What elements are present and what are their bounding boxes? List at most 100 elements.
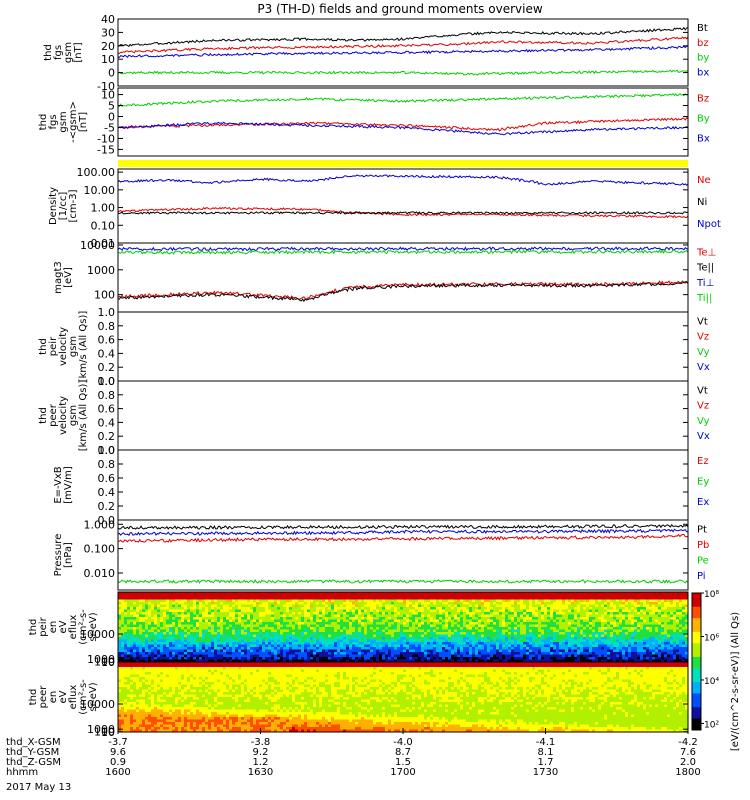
legend-entry: Vx bbox=[697, 362, 710, 373]
panel-frame bbox=[117, 519, 689, 591]
y-axis-label: thd bbox=[43, 44, 54, 61]
legend-entry: Npot bbox=[697, 219, 721, 230]
y-axis-label: [nPa] bbox=[63, 542, 74, 568]
y-tick-label: 1.000 bbox=[84, 518, 116, 531]
series-line-by bbox=[118, 92, 688, 107]
panel-temperature: 10000 1000 100 magt3 [eV] Te⊥ Te|| Ti⊥ Ti|| bbox=[53, 239, 716, 313]
x-axis-row-label: thd_X-GSM bbox=[6, 737, 61, 748]
legend-entry: Vt bbox=[697, 316, 708, 327]
colorbar: 10⁸ 10⁶ 10⁴ 10² [eV/(cm^2-s-sr-eV)] (All Qs) bbox=[691, 590, 741, 751]
series-line-ne bbox=[118, 206, 688, 219]
y-axis-label: magt3 bbox=[53, 261, 64, 294]
legend-entry: Ti⊥ bbox=[696, 278, 714, 289]
y-tick-label: 10 bbox=[101, 53, 115, 66]
y-tick-label: 40 bbox=[101, 13, 115, 26]
legend-entry: Vy bbox=[697, 347, 710, 358]
legend-entry: Ni bbox=[697, 197, 707, 208]
series-line-ni bbox=[118, 210, 688, 215]
date-label: 2017 May 13 bbox=[6, 782, 71, 793]
y-tick-label: 0.4 bbox=[98, 416, 116, 429]
y-axis-label: [km/s (All Qs)] bbox=[78, 311, 89, 383]
y-tick-label: 0.2 bbox=[98, 430, 116, 443]
y-tick-label: 1000 bbox=[87, 723, 115, 736]
y-axis-label: eflux bbox=[68, 615, 79, 640]
y-tick-label: 0.6 bbox=[98, 334, 116, 347]
y-axis-label: fgs bbox=[53, 45, 64, 60]
y-tick-label: 0.100 bbox=[84, 543, 116, 556]
x-tick-label: 1700 bbox=[390, 767, 415, 778]
panel-frame bbox=[117, 168, 689, 244]
x-axis-row-label: thd_Z-GSM bbox=[6, 757, 61, 768]
x-tick-label: 8.7 bbox=[395, 747, 411, 758]
x-tick-label: 0.9 bbox=[110, 757, 126, 768]
x-tick-label: 1630 bbox=[248, 767, 273, 778]
spectrogram-cells bbox=[118, 662, 689, 733]
panel-frame bbox=[117, 311, 689, 382]
series-line-bt bbox=[118, 26, 688, 48]
y-axis-label: gsm bbox=[68, 336, 79, 357]
y-tick-label: 100 bbox=[94, 656, 115, 669]
y-axis-label: peer bbox=[38, 685, 49, 709]
y-tick-label: 0.010 bbox=[84, 567, 116, 580]
series-line-bz bbox=[118, 36, 688, 55]
series-line-ti bbox=[118, 246, 688, 252]
x-tick-label: 9.2 bbox=[253, 747, 269, 758]
colorbar-tick-label: 10⁸ bbox=[704, 590, 719, 600]
y-axis-label: peer bbox=[48, 403, 59, 427]
y-tick-label: 10.00 bbox=[84, 184, 116, 197]
x-tick-label: 1730 bbox=[533, 767, 558, 778]
legend-entry: Bz bbox=[697, 94, 709, 105]
y-axis-label: (cm²-s- bbox=[78, 609, 89, 645]
legend-entry: Ey bbox=[697, 477, 709, 488]
y-tick-label: 0.10 bbox=[91, 219, 116, 232]
series-line-bx bbox=[118, 121, 688, 136]
y-axis-label: sr-eV) bbox=[88, 612, 99, 641]
x-tick-label: -4.1 bbox=[536, 737, 556, 748]
y-tick-label: 10 bbox=[101, 726, 115, 739]
legend-entry: Pe bbox=[697, 555, 709, 566]
y-tick-label: 0 bbox=[108, 67, 115, 80]
colorbar-tick-label: 10⁴ bbox=[704, 677, 719, 687]
y-axis-label: thd bbox=[28, 619, 39, 636]
x-tick-label: 7.6 bbox=[680, 747, 696, 758]
y-tick-label: 0.8 bbox=[98, 389, 116, 402]
y-tick-label: 0.0 bbox=[98, 375, 116, 388]
y-tick-label: 0.2 bbox=[98, 361, 116, 374]
y-axis-label: [cm-3] bbox=[68, 189, 79, 222]
legend-entry: Vz bbox=[697, 401, 709, 412]
series-line-te bbox=[118, 280, 688, 300]
y-axis-label: fgs bbox=[48, 114, 59, 129]
y-axis-label: Density bbox=[48, 187, 59, 225]
y-axis-label: eV bbox=[58, 690, 69, 703]
y-axis-label: thd bbox=[28, 689, 39, 706]
y-axis-label: Pressure bbox=[53, 534, 64, 577]
panel-frame bbox=[117, 87, 689, 157]
y-tick-label: 10 bbox=[101, 656, 115, 669]
y-axis-label: peir bbox=[38, 616, 49, 636]
legend-entry: Te⊥ bbox=[696, 247, 716, 258]
x-tick-label: 2.0 bbox=[680, 757, 696, 768]
y-tick-label: 0 bbox=[108, 111, 115, 124]
y-axis-label: velocity bbox=[58, 327, 69, 366]
panel-pressure: 1.000 0.100 0.010 Pressure [nPa] Pt Pb Pe Pi bbox=[53, 518, 709, 591]
legend-entry: Vt bbox=[697, 385, 708, 396]
series-line-pi bbox=[118, 528, 688, 536]
y-axis-label: gsm bbox=[68, 405, 79, 426]
y-tick-label: 10000 bbox=[80, 239, 115, 252]
y-tick-label: 100 bbox=[94, 726, 115, 739]
panel-frame bbox=[117, 242, 689, 313]
legend-entry: Vx bbox=[697, 431, 710, 442]
y-tick-label: 1000 bbox=[87, 264, 115, 277]
y-axis-label: -<gsm> bbox=[68, 101, 79, 143]
y-tick-label: 100 bbox=[94, 289, 115, 302]
figure-title: P3 (TH-D) fields and ground moments over… bbox=[257, 2, 542, 16]
legend-entry: By bbox=[697, 114, 710, 125]
y-axis-label: [km/s (All Qs)] bbox=[78, 380, 89, 452]
colorbar-tick-label: 10² bbox=[704, 720, 719, 730]
y-axis-label: [eV] bbox=[63, 267, 74, 288]
y-tick-label: 0.0 bbox=[98, 514, 116, 527]
